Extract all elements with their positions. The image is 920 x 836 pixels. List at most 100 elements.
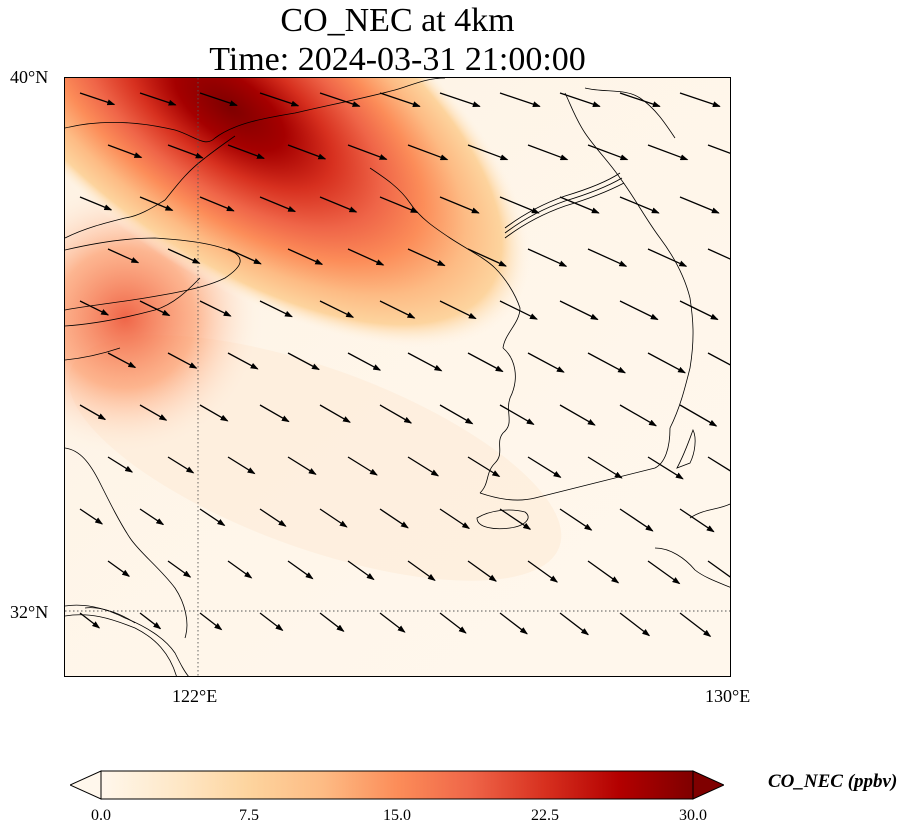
wind-vector-arrow bbox=[587, 352, 626, 374]
wind-vector-arrow bbox=[319, 612, 345, 632]
wind-vector-arrow bbox=[107, 456, 134, 473]
wind-vector-arrow bbox=[439, 612, 467, 634]
wind-vector-arrow bbox=[679, 508, 715, 533]
lat-tick-label: 40°N bbox=[10, 67, 49, 87]
wind-vector-arrow bbox=[227, 560, 253, 579]
wind-vector-arrow bbox=[707, 456, 730, 472]
wind-vector-arrow bbox=[647, 352, 686, 374]
wind-vector-arrow bbox=[407, 144, 449, 161]
wind-vector-arrow bbox=[499, 196, 540, 214]
wind-vector-arrow bbox=[107, 144, 143, 159]
wind-vector-arrow bbox=[379, 92, 421, 108]
wind-vector-arrow bbox=[527, 144, 569, 161]
wind-vector-arrow bbox=[79, 612, 101, 629]
wind-vector-arrow bbox=[199, 196, 235, 212]
wind-vector-arrow bbox=[199, 92, 238, 107]
wind-vector-arrow bbox=[319, 508, 348, 528]
concentration-field bbox=[65, 78, 730, 676]
wind-vector-field bbox=[79, 92, 730, 638]
wind-vector-arrow bbox=[379, 300, 416, 319]
wind-vector-arrow bbox=[619, 612, 651, 637]
wind-vector-arrow bbox=[199, 612, 223, 631]
wind-vector-arrow bbox=[287, 352, 320, 371]
wind-vector-arrow bbox=[619, 300, 659, 321]
wind-vector-arrow bbox=[407, 560, 436, 581]
wind-vector-arrow bbox=[139, 612, 162, 630]
wind-vector-arrow bbox=[347, 456, 378, 476]
wind-vector-arrow bbox=[227, 352, 259, 370]
wind-vector-arrow bbox=[679, 404, 718, 427]
wind-vector-arrow bbox=[199, 404, 229, 422]
wind-vector-arrow bbox=[287, 144, 327, 160]
wind-vector-arrow bbox=[467, 144, 509, 161]
wind-vector-arrow bbox=[559, 92, 601, 108]
wind-vector-arrow bbox=[619, 508, 654, 532]
wind-vector-arrow bbox=[439, 196, 480, 214]
wind-vector-arrow bbox=[527, 352, 565, 373]
wind-vector-arrow bbox=[559, 612, 589, 636]
wind-vector-arrow bbox=[467, 248, 507, 267]
wind-vector-arrow bbox=[707, 560, 730, 578]
wind-vector-arrow bbox=[319, 92, 361, 107]
wind-vector-arrow bbox=[587, 248, 628, 267]
wind-vector-arrow bbox=[559, 196, 600, 214]
wind-vector-arrow bbox=[527, 456, 562, 478]
lat-tick-label: 32°N bbox=[10, 602, 49, 622]
wind-vector-arrow bbox=[707, 248, 730, 260]
gridlines bbox=[65, 78, 730, 676]
map-panel bbox=[64, 77, 731, 677]
wind-vector-arrow bbox=[379, 404, 413, 424]
colorbar-tick-label: 30.0 bbox=[679, 807, 707, 824]
wind-vector-arrow bbox=[167, 248, 201, 264]
wind-vector-arrow bbox=[587, 560, 620, 584]
wind-vector-arrow bbox=[287, 560, 314, 580]
wind-vector-arrow bbox=[79, 92, 116, 106]
wind-vector-arrow bbox=[79, 300, 110, 316]
wind-vector-arrow bbox=[227, 144, 265, 160]
map-title-line-1: CO_NEC at 4km bbox=[280, 2, 515, 39]
wind-vector-arrow bbox=[679, 300, 719, 321]
wind-vector-arrow bbox=[167, 144, 204, 159]
wind-vector-arrow bbox=[319, 300, 355, 318]
wind-vector-arrow bbox=[139, 300, 171, 317]
colorbar-tick-label: 22.5 bbox=[531, 807, 559, 824]
wind-vector-arrow bbox=[199, 300, 232, 317]
wind-vector-arrow bbox=[527, 248, 568, 267]
colorbar-tick-label: 7.5 bbox=[239, 807, 259, 824]
wind-vector-arrow bbox=[439, 92, 481, 108]
wind-vector-arrow bbox=[379, 612, 406, 633]
wind-vector-arrow bbox=[79, 404, 107, 421]
wind-vector-arrow bbox=[647, 456, 684, 480]
wind-vector-arrow bbox=[619, 196, 660, 214]
wind-vector-arrow bbox=[347, 560, 375, 581]
wind-vector-arrow bbox=[707, 352, 730, 366]
wind-vector-arrow bbox=[259, 92, 300, 107]
wind-vector-arrow bbox=[167, 352, 198, 369]
colorbar bbox=[70, 770, 724, 800]
wind-vector-arrow bbox=[139, 508, 165, 526]
wind-vector-arrow bbox=[139, 404, 168, 421]
lon-tick-label: 130°E bbox=[705, 686, 751, 706]
wind-vector-arrow bbox=[407, 456, 440, 477]
wind-vector-arrow bbox=[347, 352, 382, 371]
colorbar-tick-label: 0.0 bbox=[91, 807, 111, 824]
wind-vector-arrow bbox=[79, 196, 113, 211]
wind-vector-arrow bbox=[287, 456, 317, 475]
wind-vector-arrow bbox=[259, 196, 297, 213]
wind-vector-arrow bbox=[467, 456, 501, 478]
wind-vector-arrow bbox=[199, 508, 226, 526]
wind-vector-arrow bbox=[707, 144, 730, 154]
wind-vector-arrow bbox=[259, 612, 284, 632]
wind-vector-arrow bbox=[407, 352, 443, 372]
wind-vector-arrow bbox=[347, 248, 385, 266]
wind-vector-arrow bbox=[319, 196, 358, 213]
colorbar-extend-low bbox=[70, 770, 102, 800]
wind-vector-arrow bbox=[499, 612, 528, 635]
wind-vector-arrow bbox=[319, 404, 351, 423]
wind-vector-arrow bbox=[587, 456, 623, 479]
wind-vector-arrow bbox=[107, 248, 140, 264]
wind-vector-arrow bbox=[167, 560, 192, 578]
wind-vector-arrow bbox=[347, 144, 388, 161]
wind-vector-arrow bbox=[619, 92, 661, 108]
wind-vector-arrow bbox=[647, 144, 689, 161]
